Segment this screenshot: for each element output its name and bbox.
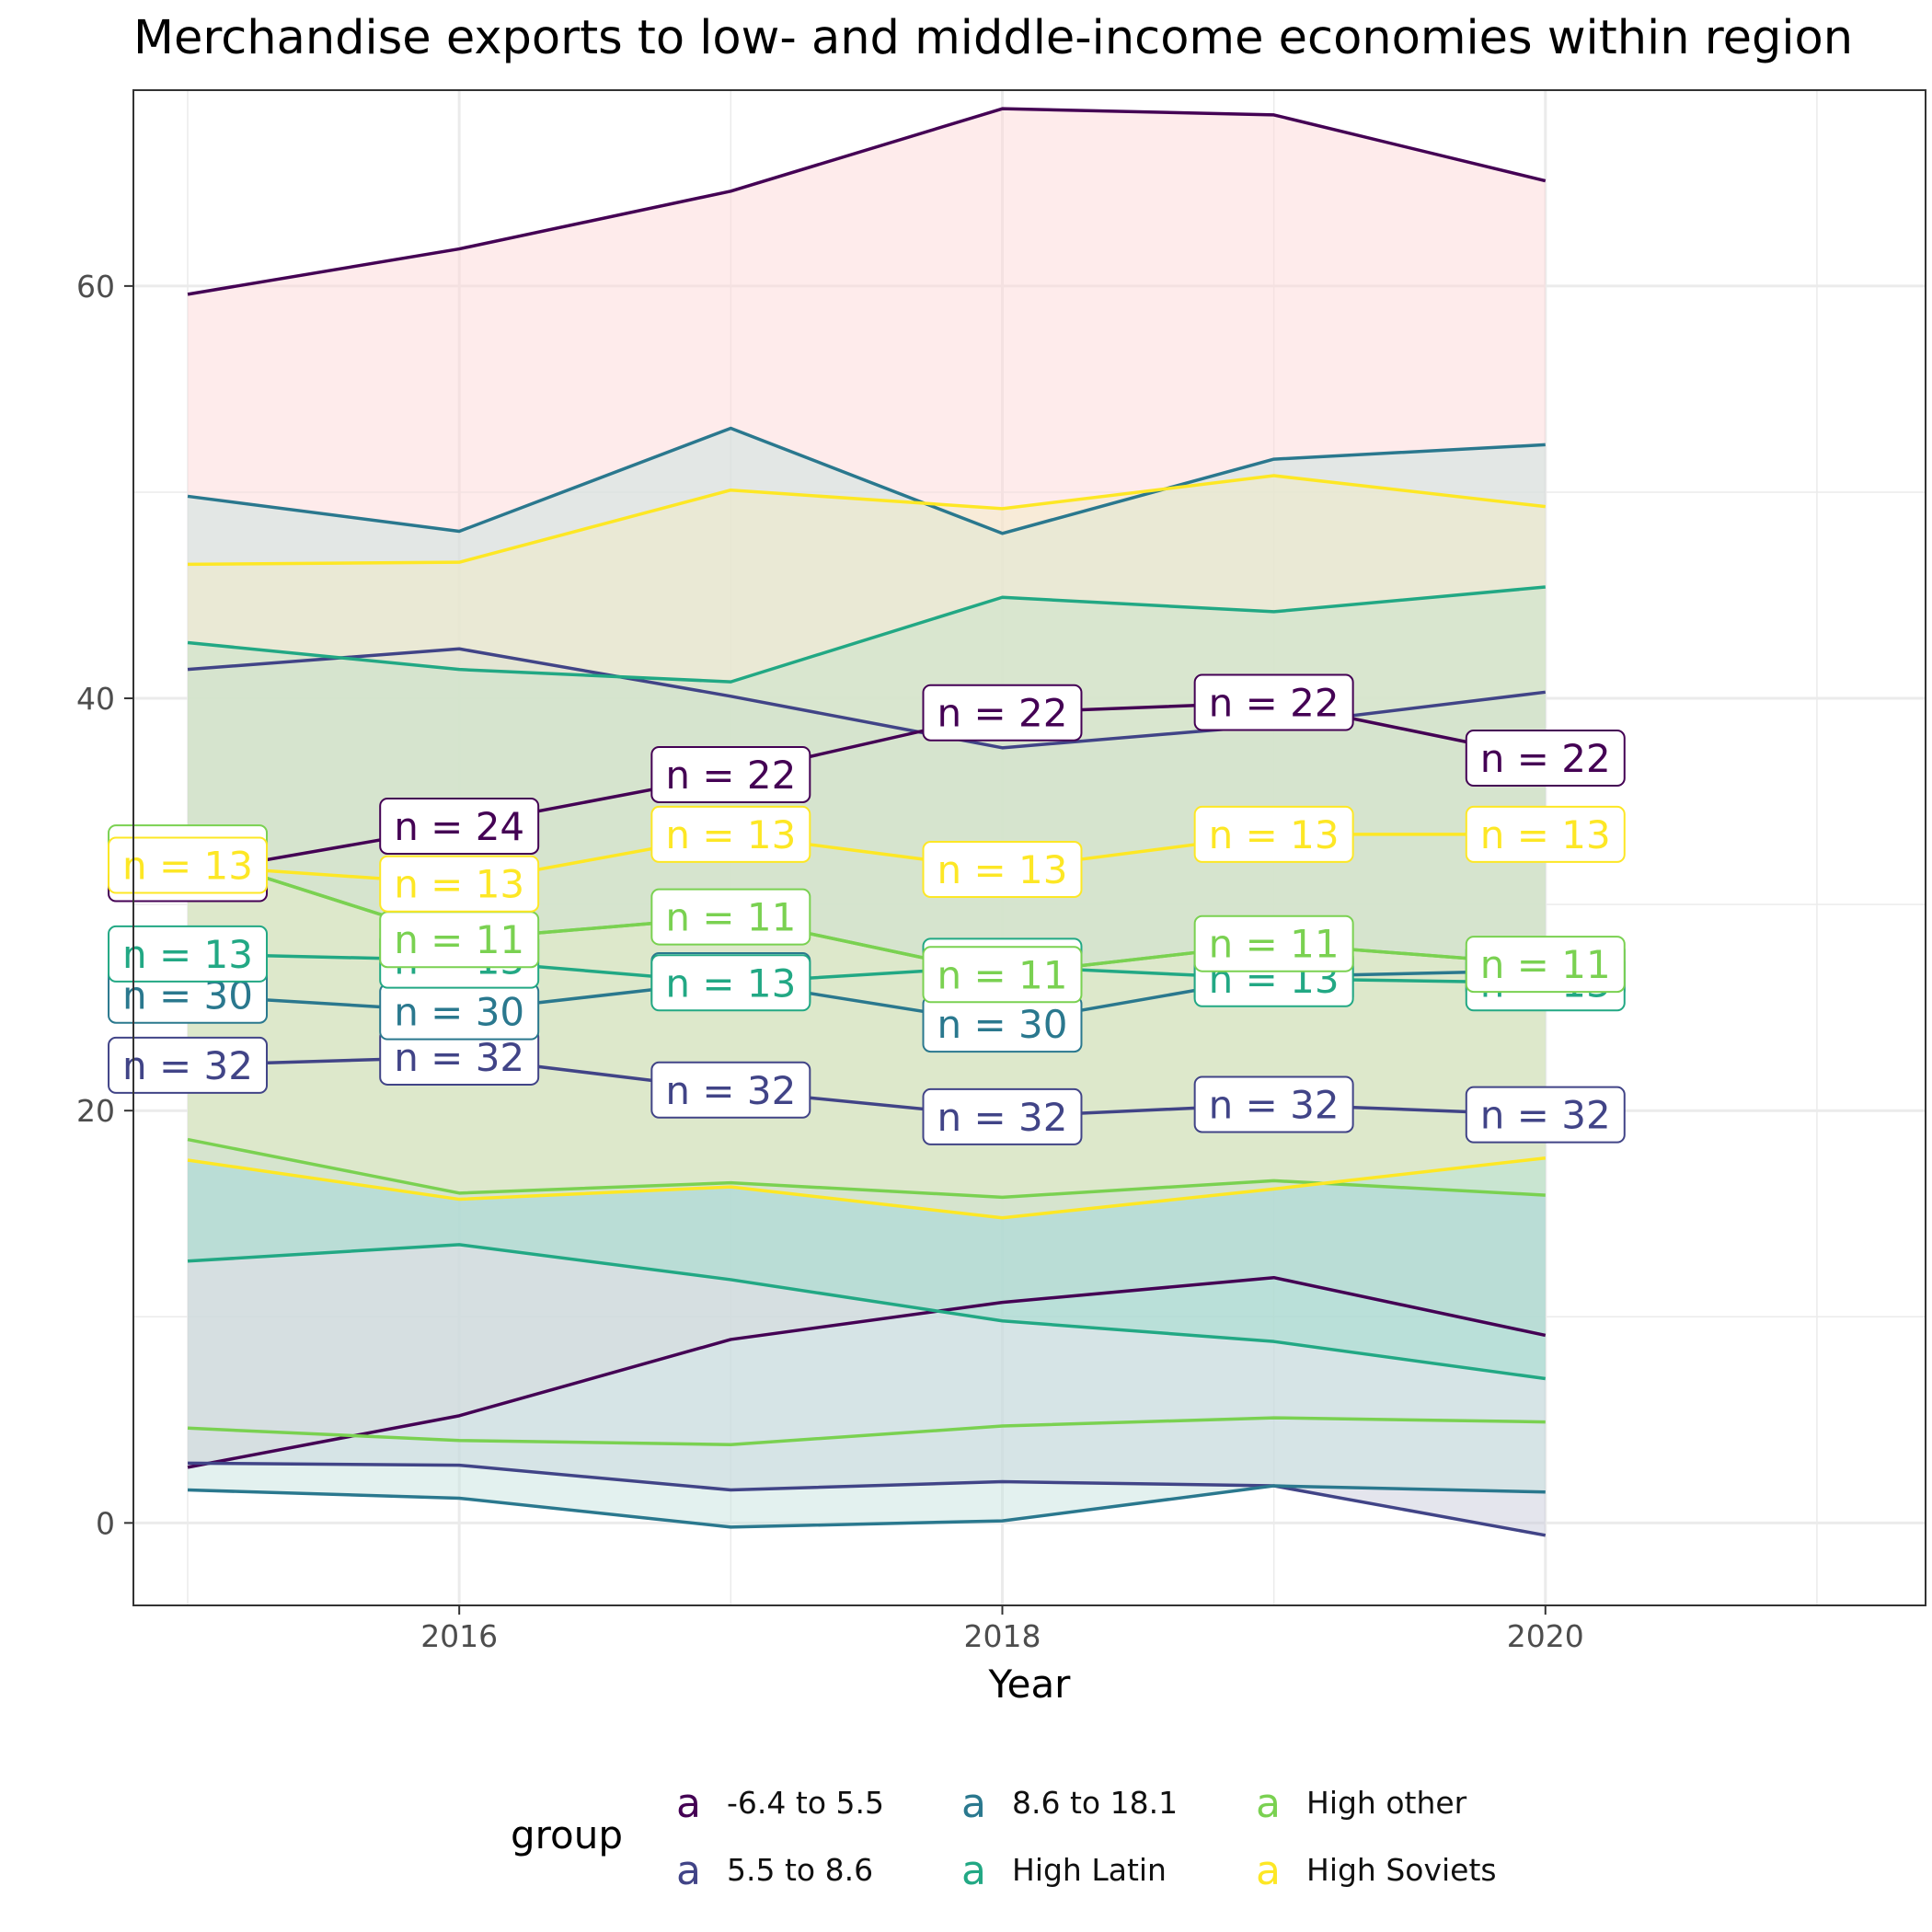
lower-line-3 xyxy=(187,1243,1547,1381)
extra-line-0 xyxy=(187,1416,1546,1446)
legend-key: a xyxy=(1256,1847,1281,1894)
svg-text:n = 11: n = 11 xyxy=(394,917,524,962)
upper-line-5 xyxy=(188,474,1546,567)
legend-item: a 5.5 to 8.6 xyxy=(676,1847,873,1894)
upper-line-3 xyxy=(187,585,1546,684)
svg-text:n = 32: n = 32 xyxy=(122,1043,253,1088)
svg-text:n = 22: n = 22 xyxy=(1209,681,1340,726)
legend-item: a High Soviets xyxy=(1256,1847,1497,1894)
svg-text:n = 24: n = 24 xyxy=(394,804,524,849)
n-label: n = 22 xyxy=(1193,673,1354,731)
n-label: n = 13 xyxy=(108,836,269,894)
n-label: n = 32 xyxy=(1193,1075,1354,1133)
n-label: n = 11 xyxy=(1193,914,1354,972)
n-label: n = 32 xyxy=(379,1028,540,1086)
n-label: n = 11 xyxy=(1465,936,1626,994)
svg-text:n = 22: n = 22 xyxy=(665,753,796,798)
svg-text:n = 30: n = 30 xyxy=(394,990,524,1035)
legend-item: a High other xyxy=(1256,1780,1466,1827)
n-label: n = 32 xyxy=(1465,1086,1626,1144)
legend-key: a xyxy=(961,1780,986,1827)
n-label: n = 13 xyxy=(108,925,269,983)
x-tick-label: 2016 xyxy=(420,1618,498,1654)
svg-text:n = 32: n = 32 xyxy=(1480,1093,1611,1138)
panel-border xyxy=(132,89,1926,1606)
n-label: n = 22 xyxy=(922,684,1083,742)
legend-item: a High Latin xyxy=(961,1847,1167,1894)
legend-label: High other xyxy=(1306,1785,1467,1821)
x-tick-label: 2018 xyxy=(963,1618,1041,1654)
n-label: n = 32 xyxy=(108,1036,269,1094)
n-label: n = 22 xyxy=(650,745,811,803)
svg-text:n = 13: n = 13 xyxy=(665,960,796,1006)
legend-key: a xyxy=(1256,1780,1281,1827)
svg-text:n = 22: n = 22 xyxy=(1480,736,1611,781)
legend-title: group xyxy=(511,1812,623,1857)
svg-text:n = 30: n = 30 xyxy=(937,1002,1068,1047)
legend-label: 8.6 to 18.1 xyxy=(1012,1785,1179,1821)
y-tick-label: 20 xyxy=(76,1093,115,1129)
lower-line-1 xyxy=(188,1461,1547,1537)
n-label: n = 22 xyxy=(1465,730,1626,788)
svg-text:n = 32: n = 32 xyxy=(1209,1082,1340,1127)
svg-text:n = 32: n = 32 xyxy=(937,1095,1068,1140)
n-label: n = 13 xyxy=(922,841,1083,899)
n-label: n = 30 xyxy=(379,983,540,1041)
y-tick-label: 0 xyxy=(96,1505,115,1541)
legend-item: a 8.6 to 18.1 xyxy=(961,1780,1178,1827)
svg-text:n = 13: n = 13 xyxy=(122,932,253,977)
upper-line-2 xyxy=(187,426,1546,535)
svg-text:n = 13: n = 13 xyxy=(1209,812,1340,857)
svg-text:n = 13: n = 13 xyxy=(1480,812,1611,857)
n-label: n = 30 xyxy=(922,995,1083,1053)
label-layer: n = 24n = 24n = 22n = 22n = 22n = 22n = … xyxy=(108,673,1626,1145)
chart-title: Merchandise exports to low- and middle-i… xyxy=(133,11,1854,65)
legend-label: -6.4 to 5.5 xyxy=(727,1785,884,1821)
n-label: n = 13 xyxy=(379,855,540,913)
svg-text:n = 11: n = 11 xyxy=(665,895,796,940)
upper-line-0 xyxy=(187,107,1547,296)
svg-text:n = 11: n = 11 xyxy=(1480,942,1611,987)
svg-text:n = 13: n = 13 xyxy=(122,844,253,889)
axis-layer: 2016 2018 2020 0 20 40 60 xyxy=(76,269,1584,1654)
legend-label: 5.5 to 8.6 xyxy=(727,1852,874,1888)
svg-text:n = 13: n = 13 xyxy=(665,812,796,857)
svg-text:n = 32: n = 32 xyxy=(665,1068,796,1113)
n-label: n = 11 xyxy=(379,911,540,969)
n-label: n = 32 xyxy=(922,1087,1083,1145)
lower-line-2 xyxy=(187,1484,1546,1529)
x-tick-label: 2020 xyxy=(1507,1618,1584,1654)
legend-label: High Latin xyxy=(1012,1852,1167,1888)
svg-text:n = 13: n = 13 xyxy=(394,862,524,907)
lower-line-0 xyxy=(187,1275,1547,1469)
legend-key: a xyxy=(676,1847,701,1894)
y-tick-label: 60 xyxy=(76,269,115,305)
x-axis-title: Year xyxy=(988,1662,1072,1707)
n-label: n = 13 xyxy=(1465,805,1626,863)
n-label: n = 11 xyxy=(650,888,811,946)
svg-text:n = 13: n = 13 xyxy=(937,847,1068,892)
n-label: n = 24 xyxy=(379,797,540,855)
n-label: n = 13 xyxy=(650,805,811,863)
n-label: n = 13 xyxy=(1193,805,1354,863)
y-tick-label: 40 xyxy=(76,681,115,717)
lower-line-5 xyxy=(187,1156,1546,1220)
n-label: n = 11 xyxy=(922,946,1083,1004)
svg-text:n = 32: n = 32 xyxy=(394,1035,524,1080)
legend-item: a -6.4 to 5.5 xyxy=(676,1780,884,1827)
n-label: n = 13 xyxy=(650,954,811,1012)
svg-text:n = 11: n = 11 xyxy=(937,952,1068,997)
svg-text:n = 11: n = 11 xyxy=(1209,922,1340,967)
legend-label: High Soviets xyxy=(1306,1852,1497,1888)
legend-key: a xyxy=(676,1780,701,1827)
legend: group a -6.4 to 5.5 a 5.5 to 8.6 a 8.6 to 18.… xyxy=(511,1766,1615,1904)
legend-key: a xyxy=(961,1847,986,1894)
n-label: n = 32 xyxy=(650,1061,811,1119)
svg-text:n = 22: n = 22 xyxy=(937,691,1068,736)
